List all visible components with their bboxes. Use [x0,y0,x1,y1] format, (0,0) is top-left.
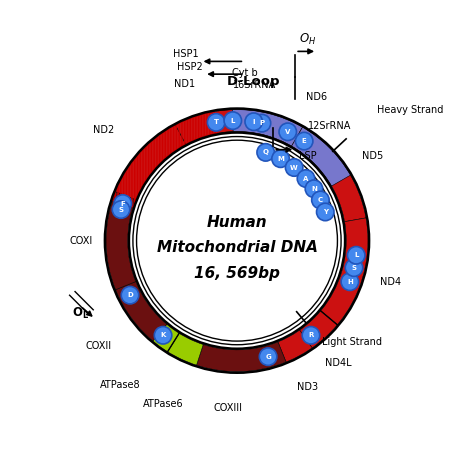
Text: N: N [311,186,317,192]
Text: ATPase6: ATPase6 [143,399,183,409]
Text: E: E [302,138,307,144]
Text: Y: Y [323,209,328,215]
Text: L: L [354,252,358,258]
Text: $O_H$: $O_H$ [299,32,316,47]
Wedge shape [300,311,337,348]
Text: ND5: ND5 [362,151,383,161]
Circle shape [121,286,139,304]
Wedge shape [197,342,286,372]
Text: K: K [160,332,166,338]
Text: 12SrRNA: 12SrRNA [308,121,352,131]
Text: M: M [277,155,284,162]
Circle shape [208,114,225,131]
Wedge shape [153,324,179,352]
Circle shape [259,348,277,365]
Text: ND4L: ND4L [325,358,351,368]
Wedge shape [219,109,286,139]
Wedge shape [112,111,218,207]
Circle shape [295,132,313,150]
Text: COXII: COXII [85,341,112,351]
Circle shape [257,144,274,161]
Wedge shape [106,191,136,290]
Text: COXIII: COXIII [214,403,243,413]
Text: D: D [127,292,133,298]
Circle shape [345,259,363,276]
Text: ND1: ND1 [174,79,195,89]
Circle shape [347,246,365,264]
Text: 16, 569bp: 16, 569bp [194,266,280,281]
Wedge shape [282,121,318,155]
Text: Heavy Strand: Heavy Strand [377,105,443,115]
Text: Q: Q [263,149,269,155]
Text: 16SrRNA: 16SrRNA [232,80,276,90]
Text: L: L [231,118,235,124]
Wedge shape [232,109,302,146]
Circle shape [297,170,315,187]
Text: ATPase8: ATPase8 [100,380,140,390]
Text: V: V [285,129,291,135]
Wedge shape [116,125,186,200]
Circle shape [245,113,263,130]
Wedge shape [278,330,312,362]
Text: F: F [120,201,125,207]
Wedge shape [292,127,350,186]
Text: R: R [308,332,314,338]
Wedge shape [304,137,366,222]
Text: S: S [352,264,356,271]
Circle shape [114,195,131,212]
Text: ND4: ND4 [380,277,401,287]
Text: HSP1: HSP1 [173,49,199,59]
Circle shape [317,203,334,221]
Wedge shape [175,109,233,144]
Text: Human: Human [207,215,267,230]
Circle shape [341,273,359,291]
Circle shape [312,191,329,209]
Text: Cyt b: Cyt b [232,68,258,78]
Circle shape [272,150,289,167]
Circle shape [112,201,130,219]
Text: Mitochondrial DNA: Mitochondrial DNA [156,240,318,255]
Circle shape [302,327,319,344]
Text: T: T [214,119,219,125]
Circle shape [253,114,271,132]
Text: COXI: COXI [70,236,93,246]
Text: C: C [318,197,323,203]
Text: A: A [303,175,309,182]
Text: D-Loop: D-Loop [227,75,280,88]
Text: ND2: ND2 [93,125,114,135]
Text: G: G [265,354,271,360]
Text: S: S [118,207,124,212]
Wedge shape [112,111,218,207]
Text: I: I [253,118,255,125]
Text: H: H [347,279,353,285]
Wedge shape [116,282,167,341]
Text: ND3: ND3 [297,382,318,392]
Circle shape [305,180,323,198]
Text: P: P [259,120,264,126]
Circle shape [224,112,242,129]
Wedge shape [320,218,368,325]
Text: HSP2: HSP2 [177,62,202,72]
Circle shape [155,327,172,344]
Text: Light Strand: Light Strand [322,337,383,347]
Circle shape [279,123,297,140]
Wedge shape [168,333,203,365]
Text: W: W [290,164,298,171]
Text: LSP: LSP [299,152,317,162]
Text: ND6: ND6 [306,92,327,102]
Text: $\mathbf{O_L}$: $\mathbf{O_L}$ [72,306,89,321]
Circle shape [285,159,303,176]
